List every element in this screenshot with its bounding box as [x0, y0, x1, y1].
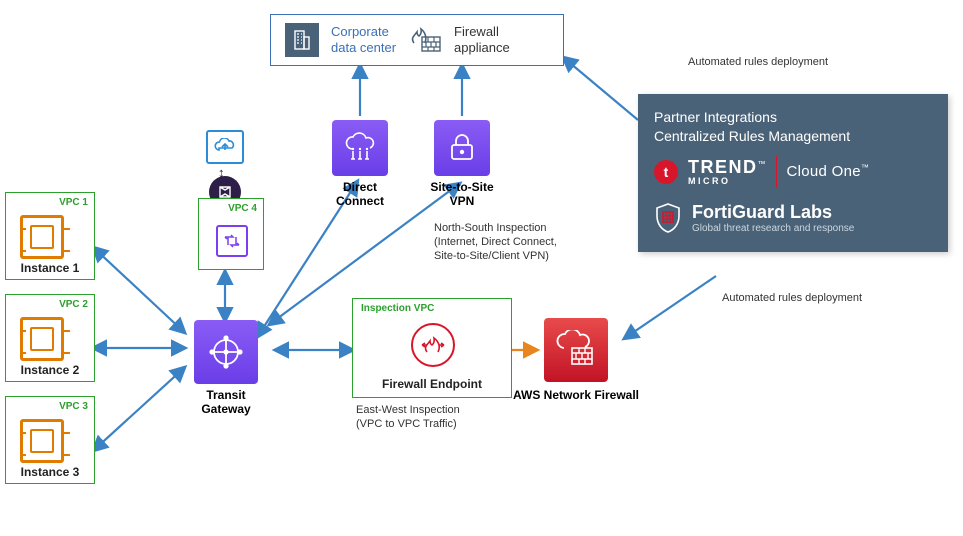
north-south-text: North-South Inspection (Internet, Direct…: [434, 222, 557, 263]
forti-bot: Global threat research and response: [692, 223, 854, 234]
shield-icon: [654, 202, 682, 234]
instance-1-label: Instance 1: [6, 261, 94, 275]
vpc-3-tag: VPC 3: [59, 401, 88, 412]
instance-3-label: Instance 3: [6, 465, 94, 479]
trend-top: TREND: [688, 157, 758, 177]
forti-top: FortiGuard Labs: [692, 202, 832, 222]
firewall-appliance-label: Firewall appliance: [454, 24, 510, 55]
vpc-3: VPC 3 Instance 3: [5, 396, 95, 484]
vpc-4-tag: VPC 4: [228, 203, 257, 214]
corporate-dc-box: Corporate data center Firewall appliance: [270, 14, 564, 66]
connector-layer: [0, 0, 963, 536]
deploy-label-top: Automated rules deployment: [688, 56, 828, 70]
cloudone-label: Cloud One™: [787, 163, 870, 180]
vpc4-arrow-icon: ↕: [218, 165, 225, 180]
vpc-4: VPC 4: [198, 198, 264, 270]
trend-divider: [776, 156, 777, 188]
inspection-vpc: Inspection VPC Firewall Endpoint: [352, 298, 512, 398]
direct-connect-label: Direct Connect: [310, 180, 410, 208]
transit-gateway-icon: [194, 320, 258, 384]
s2s-vpn-icon: [434, 120, 490, 176]
transit-gateway-label: Transit Gateway: [176, 388, 276, 416]
vpc4-cloud-icon: [206, 130, 244, 164]
vpc-1: VPC 1 Instance 1: [5, 192, 95, 280]
deploy-label-bot: Automated rules deployment: [722, 292, 862, 306]
instance-2-label: Instance 2: [6, 363, 94, 377]
instance-3-icon: [20, 419, 64, 463]
aws-network-firewall-icon: [544, 318, 608, 382]
trend-micro-row: t TREND™ MICRO Cloud One™: [654, 156, 932, 188]
trend-bot: MICRO: [688, 176, 766, 186]
building-icon: [285, 23, 319, 57]
partner-title: Partner Integrations Centralized Rules M…: [654, 108, 932, 146]
vpc-1-tag: VPC 1: [59, 197, 88, 208]
corporate-dc-label: Corporate data center: [331, 24, 396, 55]
firewall-appliance-icon: [408, 23, 442, 57]
firewall-endpoint-label: Firewall Endpoint: [353, 377, 511, 391]
vpc-2-tag: VPC 2: [59, 299, 88, 310]
aws-network-firewall-label: AWS Network Firewall: [506, 388, 646, 402]
direct-connect-icon: [332, 120, 388, 176]
east-west-text: East-West Inspection (VPC to VPC Traffic…: [356, 404, 460, 432]
inspection-vpc-tag: Inspection VPC: [361, 303, 434, 314]
trend-logo-icon: t: [654, 160, 678, 184]
vpc-2: VPC 2 Instance 2: [5, 294, 95, 382]
instance-1-icon: [20, 215, 64, 259]
partner-panel: Partner Integrations Centralized Rules M…: [638, 94, 948, 252]
instance-2-icon: [20, 317, 64, 361]
s2s-vpn-label: Site-to-Site VPN: [412, 180, 512, 208]
vpc4-nat-icon: [216, 225, 248, 257]
fortiguard-row: FortiGuard Labs Global threat research a…: [654, 202, 932, 234]
firewall-endpoint-icon: [411, 323, 455, 367]
